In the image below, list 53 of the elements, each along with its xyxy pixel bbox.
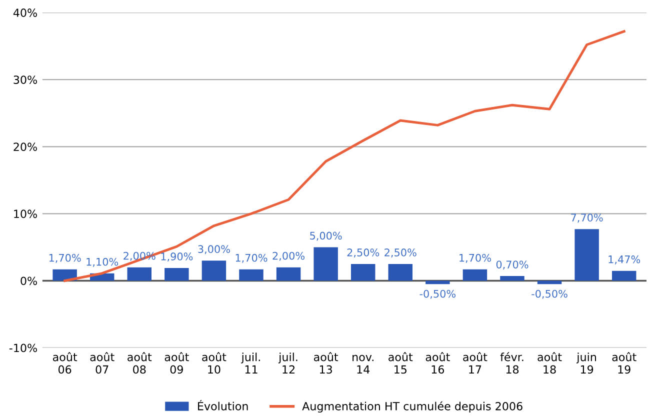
bar	[239, 269, 264, 281]
x-tick-label: août 18	[538, 352, 562, 374]
bar	[164, 268, 189, 281]
data-label: -0,50%	[532, 290, 568, 299]
data-label: 1,70%	[49, 254, 81, 263]
x-tick-label: août 13	[314, 352, 338, 374]
bar	[462, 269, 488, 281]
x-tick-label: juil. 12	[278, 352, 298, 374]
bar	[350, 264, 376, 281]
bar	[500, 276, 524, 281]
x-tick-label: août 09	[164, 352, 189, 374]
data-label: 0,70%	[496, 260, 528, 270]
x-tick-label: août 19	[612, 352, 636, 374]
y-tick-label: -10%	[9, 344, 37, 352]
bar	[537, 280, 562, 284]
x-tick-label: août 08	[128, 352, 152, 374]
legend-label: Évolution	[198, 400, 248, 410]
y-tick-label: 40%	[13, 8, 37, 17]
y-tick-label: 10%	[14, 210, 37, 218]
data-label: 3,00%	[198, 245, 230, 254]
bar	[202, 260, 226, 281]
y-tick-label: 0%	[20, 276, 37, 286]
x-tick-label: août 07	[90, 352, 114, 374]
legend-label: Augmentation HT cumulée depuis 2006	[302, 401, 522, 413]
x-tick-label: août 16	[426, 352, 450, 374]
x-tick-label: août 17	[463, 352, 488, 374]
data-label: 1,70%	[460, 254, 491, 263]
x-tick-label: juil. 11	[241, 352, 260, 374]
bar	[314, 247, 338, 281]
bar	[388, 264, 413, 281]
bar	[276, 267, 301, 281]
data-label: 2,50%	[347, 248, 380, 258]
data-label: 2,00%	[272, 252, 304, 261]
data-label: 2,50%	[384, 248, 416, 258]
x-tick-label: août 15	[388, 352, 413, 374]
bar	[127, 267, 152, 281]
x-tick-label: févr. 18	[500, 352, 524, 374]
x-tick-label: août 06	[52, 352, 78, 374]
data-label: 5,00%	[310, 232, 342, 241]
bar	[574, 229, 599, 281]
y-tick-label: 20%	[14, 142, 37, 152]
x-tick-label: juin 19	[576, 352, 596, 374]
data-label: 1,70%	[236, 254, 268, 263]
data-label: -0,50%	[420, 290, 456, 299]
x-tick-label: août 10	[202, 352, 226, 374]
data-label: 1,90%	[161, 252, 193, 262]
x-tick-label: nov. 14	[352, 354, 374, 374]
data-label: 1,10%	[86, 258, 118, 267]
y-tick-label: 30%	[14, 76, 37, 84]
bar	[426, 280, 450, 284]
data-label: 1,47%	[608, 255, 640, 264]
bar	[612, 270, 636, 281]
data-label: 7,70%	[571, 214, 603, 223]
